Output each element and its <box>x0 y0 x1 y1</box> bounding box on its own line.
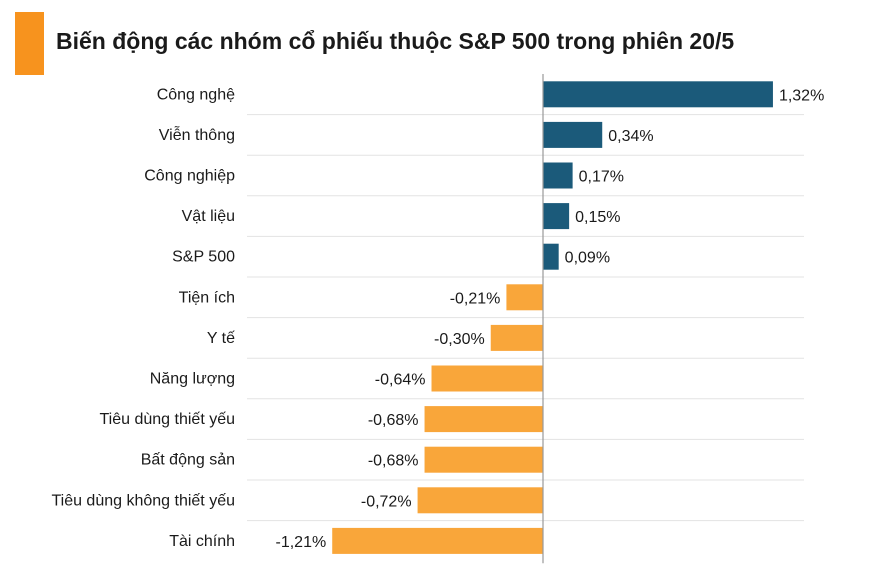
data-label: 0,09% <box>565 250 610 267</box>
data-label: 0,34% <box>608 128 653 145</box>
category-label: Tiêu dùng không thiết yếu <box>51 492 235 509</box>
bar <box>543 162 573 189</box>
bar <box>543 203 570 230</box>
data-label: -0,68% <box>368 412 419 429</box>
data-label: -0,72% <box>361 493 412 510</box>
category-label: Công nghệ <box>157 86 235 103</box>
data-label: 0,15% <box>575 209 620 226</box>
bar <box>543 121 603 148</box>
category-label: S&P 500 <box>172 249 235 266</box>
category-label: Công nghiệp <box>144 168 235 185</box>
bar <box>417 487 543 514</box>
category-label: Năng lượng <box>150 371 235 388</box>
bar <box>490 324 543 351</box>
category-label: Tiêu dùng thiết yếu <box>100 411 236 428</box>
category-label: Viễn thông <box>159 125 235 144</box>
category-label: Tiện ích <box>179 289 235 306</box>
data-label: -0,30% <box>434 331 485 348</box>
bar <box>506 284 543 311</box>
bar <box>543 81 773 108</box>
data-label: 0,17% <box>579 169 624 186</box>
data-label: -0,68% <box>368 453 419 470</box>
title-accent-bar <box>15 12 44 75</box>
data-label: 1,32% <box>779 87 824 104</box>
data-label: -0,21% <box>450 290 501 307</box>
bar <box>424 406 543 433</box>
bar <box>431 365 543 392</box>
bar <box>332 527 543 554</box>
data-label: -0,64% <box>375 372 426 389</box>
chart-title: Biến động các nhóm cổ phiếu thuộc S&P 50… <box>56 28 735 54</box>
bar <box>424 446 543 473</box>
category-label: Vật liệu <box>182 208 235 225</box>
category-label: Y tế <box>207 330 235 347</box>
bar <box>543 243 559 270</box>
category-label: Tài chính <box>169 533 235 550</box>
category-label: Bất động sản <box>141 452 235 469</box>
data-label: -1,21% <box>276 534 327 551</box>
